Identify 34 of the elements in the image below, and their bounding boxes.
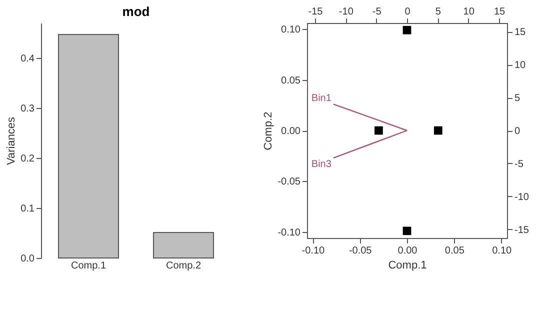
x2-tick-label: -15 [308,6,324,18]
x2-tick-label: -5 [372,6,382,18]
y-tick-label: 0.2 [20,154,35,164]
x2-tick-label: 0 [404,6,411,18]
y-tick-label: 0.10 [281,24,301,36]
x-tick-label: -0.10 [302,246,325,256]
y-axis-title: Comp.2 [262,112,275,150]
y2-tick-label: -10 [514,192,530,203]
annotation: Bin3 [311,158,332,170]
y2-tick-label: -5 [514,158,524,170]
y-tick-label: -0.10 [278,227,301,238]
x-tick-label: 0.00 [398,246,418,256]
y2-tick-label: 10 [514,60,526,72]
x2-tick-label: 10 [463,6,475,18]
y-tick-label: 0.0 [20,254,35,264]
y2-tick-label: 5 [514,93,520,104]
x-tick-label: -0.05 [348,246,372,256]
y-tick-label: -0.05 [278,176,301,188]
y-tick-label: 0.05 [281,75,301,86]
y-tick-label: 0.00 [281,126,301,137]
y-tick-label: 0.3 [20,104,35,114]
y-tick-label: 0.1 [20,204,35,214]
x-tick-label: 0.05 [444,246,465,256]
y2-tick-label: -15 [514,224,530,236]
x-tick-label: 0.10 [492,246,512,256]
x2-tick-label: 5 [435,6,442,18]
y-tick-label: 0.4 [20,54,35,64]
chart-title: mod [122,4,150,19]
x2-tick-label: 15 [494,6,506,18]
y2-tick-label: 15 [514,27,526,38]
y2-tick-label: 0 [514,126,520,137]
x2-tick-label: -10 [338,6,354,18]
y-axis-title: Variances [6,116,18,166]
annotation: Bin1 [311,93,332,104]
